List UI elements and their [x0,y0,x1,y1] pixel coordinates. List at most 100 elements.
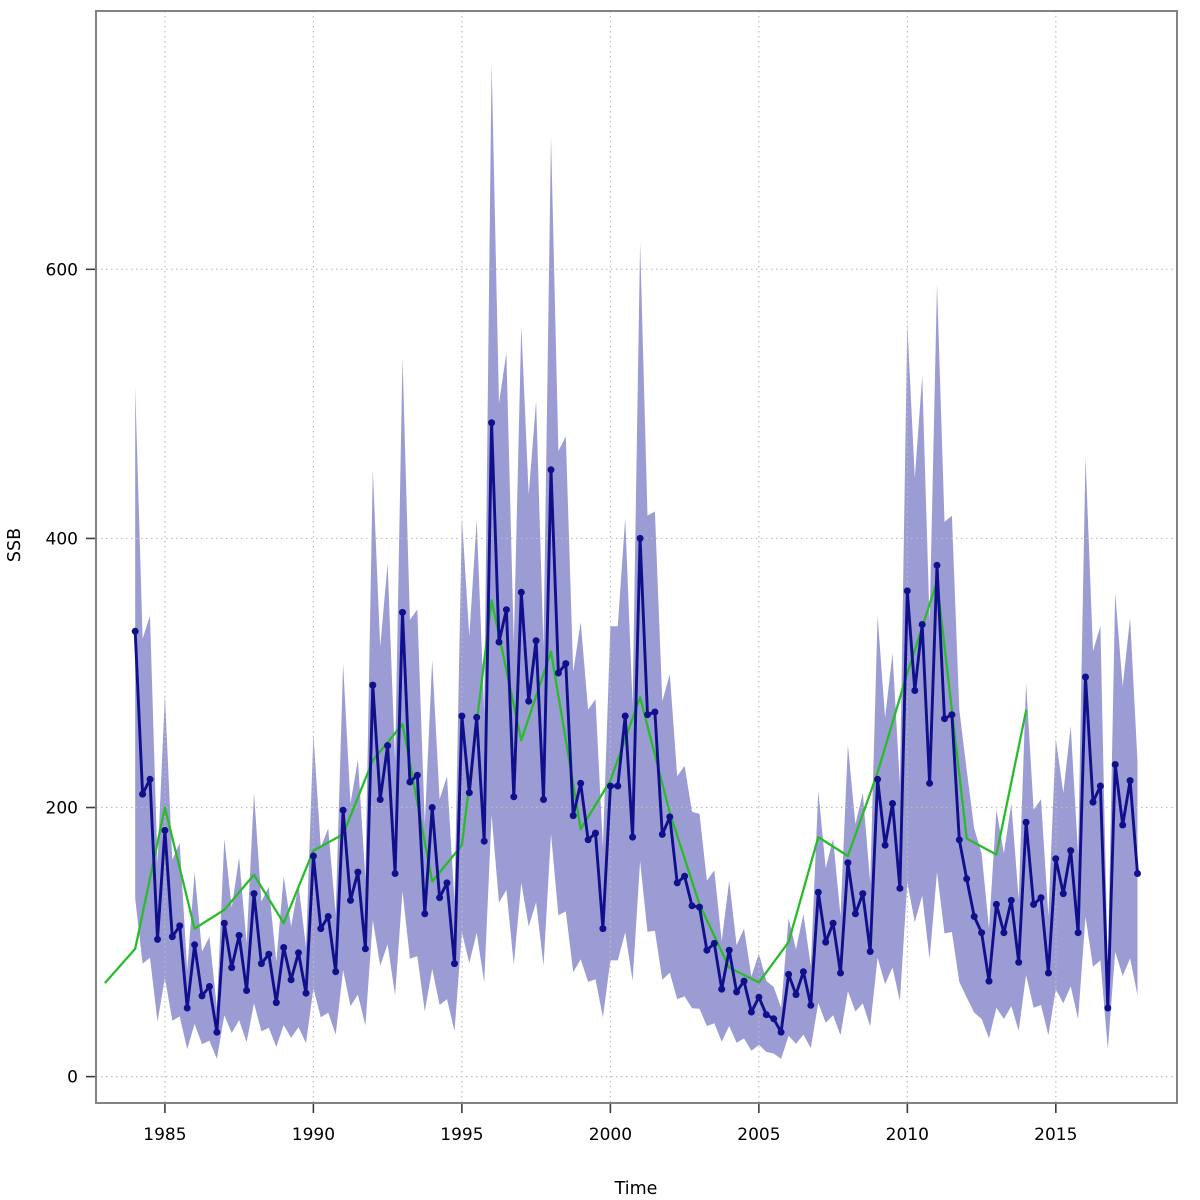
quarterly-series-point [458,712,466,720]
quarterly-series-point [777,1028,785,1036]
quarterly-series-point [1082,673,1089,681]
quarterly-series-point [651,708,659,716]
quarterly-series-point [198,992,206,1000]
quarterly-series-point [866,948,874,955]
quarterly-series-point [168,933,176,941]
quarterly-series-point [859,890,867,898]
quarterly-series-point [532,637,540,645]
quarterly-series-line [133,421,1139,1034]
quarterly-series-point [889,800,896,807]
quarterly-series-point [681,872,689,880]
quarterly-series-point [354,868,362,876]
quarterly-series-point [361,945,369,953]
quarterly-series-point [302,989,310,997]
quarterly-series-point [265,950,273,958]
quarterly-series-point [443,879,451,887]
y-tick-label: 400 [46,529,78,549]
quarterly-series-point [324,913,332,920]
quarterly-series-point [970,913,978,920]
confidence-band [135,63,1138,1059]
x-tick-label: 1995 [440,1125,483,1145]
quarterly-series-point [391,870,399,877]
y-tick-label: 0 [67,1068,78,1088]
gridline-layer [96,11,1177,1103]
x-tick-label: 2010 [886,1125,929,1145]
quarterly-series-point [257,960,265,968]
series-layer [104,419,1141,1036]
quarterly-series-point [495,638,503,646]
quarterly-series-point [762,1011,770,1019]
quarterly-series-point [926,779,934,787]
quarterly-series-point [918,621,926,628]
quarterly-series-point [369,681,377,689]
quarterly-series-point [1007,896,1015,904]
quarterly-series-point [896,884,904,892]
quarterly-series-point [673,879,681,887]
quarterly-series-point [191,941,199,949]
quarterly-series-point [629,833,637,841]
quarterly-series-point [569,812,577,820]
quarterly-series-point [703,946,711,954]
quarterly-series-point [1119,821,1127,829]
quarterly-series-point [1104,1004,1112,1012]
quarterly-series-point [517,588,525,596]
quarterly-series-point [733,988,741,996]
quarterly-series-point [837,969,844,977]
quarterly-series-point [710,939,718,947]
quarterly-series-point [451,960,458,968]
quarterly-series-point [220,919,228,927]
quarterly-series-point [1059,890,1067,898]
quarterly-series-point [510,793,518,801]
quarterly-series-point [347,896,354,904]
quarterly-series-point [658,830,666,838]
axes-frame-layer [86,10,1178,1113]
quarterly-series-point [1044,969,1052,977]
quarterly-series-point [948,711,956,719]
quarterly-series-point [384,742,392,750]
quarterly-series-point [577,779,585,787]
quarterly-series-point [688,902,696,910]
quarterly-series-point [696,903,703,911]
x-tick-label: 2015 [1034,1125,1077,1145]
quarterly-series-point [376,796,384,803]
quarterly-series-point [243,987,251,994]
quarterly-series-point [747,1008,755,1016]
quarterly-series-point [829,919,837,927]
quarterly-series-point [874,775,882,783]
quarterly-series-point [592,829,599,837]
quarterly-series-point [332,968,340,976]
y-tick-label: 600 [46,260,78,280]
quarterly-series-point [1030,900,1038,908]
quarterly-series-point [317,925,325,933]
quarterly-series-point [406,778,414,786]
quarterly-series-point [235,931,243,939]
quarterly-series-point [666,813,674,821]
quarterly-series-point [911,687,919,694]
quarterly-series-point [985,977,993,985]
quarterly-series-point [822,938,830,946]
quarterly-series-point [154,935,161,943]
quarterly-series-point [1111,761,1119,768]
plot-border [95,10,1178,1104]
quarterly-series-point [941,715,948,723]
quarterly-series-point [465,789,473,797]
quarterly-series-point [851,910,859,918]
quarterly-series-point [183,1004,191,1012]
quarterly-series-point [978,929,986,937]
quarterly-series-point [1000,929,1008,937]
quarterly-series-point [1126,777,1134,785]
quarterly-series-point [295,949,302,957]
x-tick-label: 2000 [589,1125,632,1145]
tick-label-layer: 1985 1990 1995 2000 2005 2010 2015 0 200 400 600 [46,260,1078,1145]
y-axis-title: SSB [5,528,25,562]
confidence-band-layer [135,63,1138,1059]
quarterly-series-point [636,534,644,542]
quarterly-series-point [339,806,347,814]
quarterly-series-point [725,946,733,954]
x-axis-title: Time [614,1179,658,1199]
quarterly-series-point [280,944,288,951]
quarterly-series-point [614,782,622,790]
quarterly-series-point [755,993,763,1001]
quarterly-series-point [1074,929,1082,937]
quarterly-series-point [963,875,971,883]
